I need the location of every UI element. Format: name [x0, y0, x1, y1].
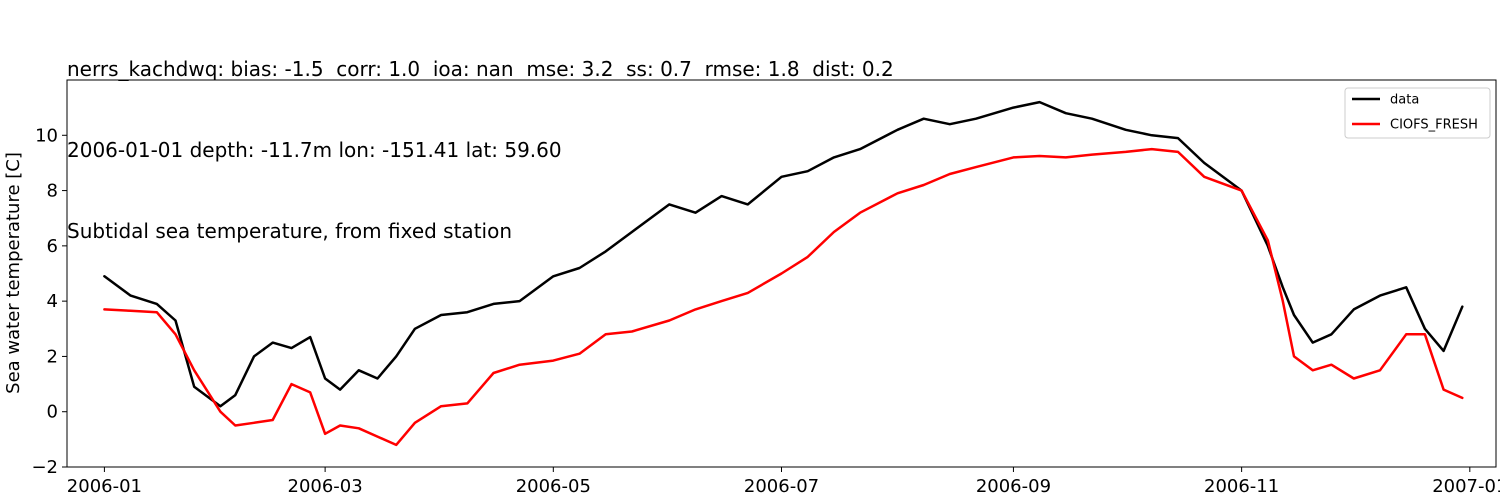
- series-line-data: [103, 100, 1464, 408]
- legend-label: CIOFS_FRESH: [1390, 118, 1478, 133]
- x-tick-label: 2006-07: [744, 476, 819, 497]
- legend-box: [1344, 87, 1491, 139]
- legend: data CIOFS_FRESH: [1344, 87, 1491, 139]
- y-tick-label: −2: [31, 457, 58, 478]
- x-tick-label: 2006-09: [976, 476, 1051, 497]
- x-tick-label: 2006-01: [67, 476, 142, 497]
- y-tick-label: 2: [47, 346, 58, 367]
- plot-frame: [66, 79, 1497, 468]
- series-line-model: [103, 147, 1464, 447]
- y-tick-label: 8: [47, 181, 58, 202]
- chart-title: nerrs_kachdwq: bias: -1.5 corr: 1.0 ioa:…: [67, 2, 894, 272]
- y-tick-label: 10: [35, 125, 58, 146]
- title-line-3: Subtidal sea temperature, from fixed sta…: [67, 219, 512, 243]
- y-tick-label: 0: [47, 402, 58, 423]
- x-tick-label: 2007-01: [1432, 476, 1500, 497]
- y-tick-label: 4: [47, 291, 58, 312]
- x-tick-label: 2006-05: [516, 476, 591, 497]
- legend-label: data: [1390, 93, 1419, 108]
- x-tick-label: 2006-03: [288, 476, 363, 497]
- title-line-2: 2006-01-01 depth: -11.7m lon: -151.41 la…: [67, 138, 562, 162]
- title-line-1: nerrs_kachdwq: bias: -1.5 corr: 1.0 ioa:…: [67, 57, 894, 81]
- x-tick-label: 2006-11: [1204, 476, 1279, 497]
- y-axis-label: Sea water temperature [C]: [3, 152, 24, 394]
- y-tick-label: 6: [47, 236, 58, 257]
